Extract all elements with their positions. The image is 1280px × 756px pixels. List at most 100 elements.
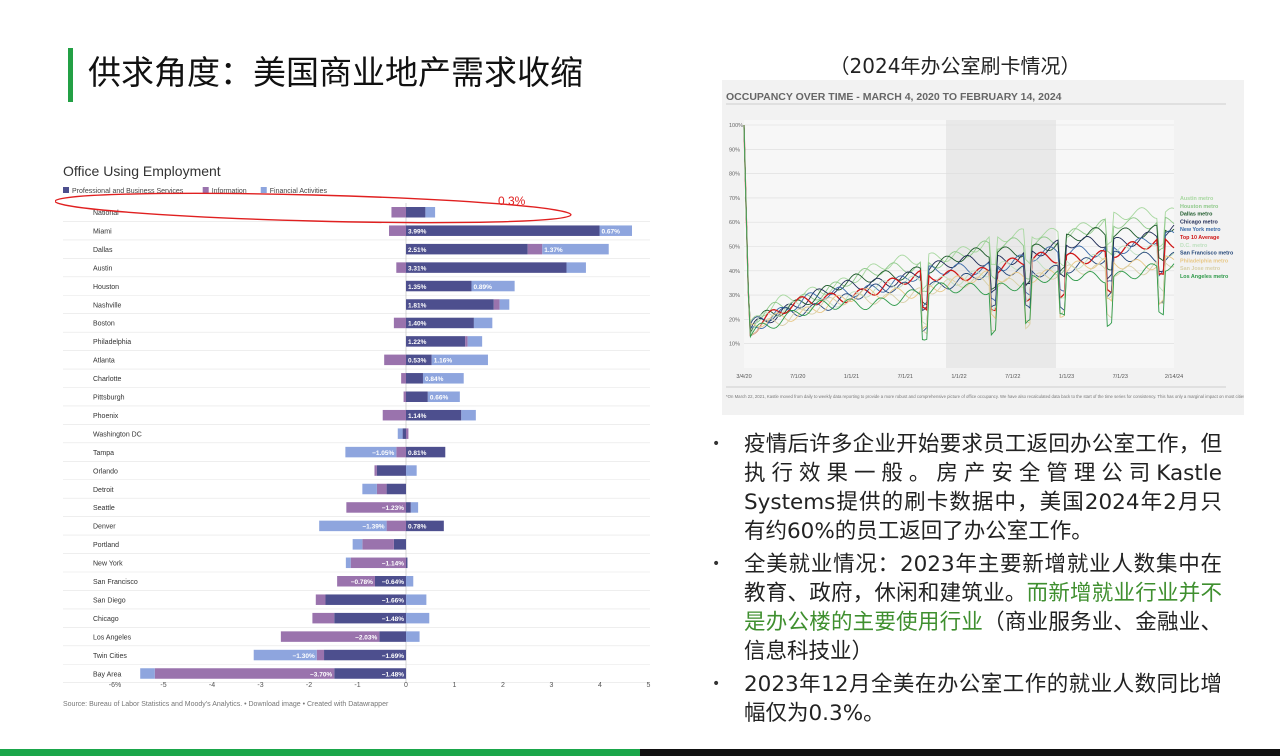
bar-value-label: 1.16% <box>434 358 453 365</box>
x-tick-label: 7/1/20 <box>790 374 805 380</box>
bar-value-label: −0.64% <box>382 579 404 586</box>
y-tick-label: 90% <box>729 147 740 153</box>
city-label: Seattle <box>93 505 115 512</box>
bar-professional <box>406 299 494 310</box>
bar-professional <box>406 557 408 569</box>
bar-information <box>396 446 406 458</box>
series-legend-label: Top 10 Average <box>1180 235 1219 241</box>
legend-swatch <box>63 187 69 193</box>
occupancy-lines <box>743 124 1175 341</box>
bar-value-label: −1.48% <box>382 671 404 678</box>
legend-swatch <box>202 187 209 193</box>
city-label: Bay Area <box>93 671 122 678</box>
y-tick-label: 50% <box>729 245 740 251</box>
bullet-dot-icon: • <box>712 436 721 452</box>
title-accent-bar <box>68 48 73 102</box>
bar-financial <box>352 539 363 550</box>
x-tick-label: 7/1/23 <box>1113 374 1128 380</box>
x-tick-label: 7/1/22 <box>1005 374 1020 380</box>
bar-financial <box>406 594 427 605</box>
bar-value-label: −1.30% <box>293 653 315 660</box>
bar-financial <box>140 668 155 679</box>
city-label: Orlando <box>93 468 118 475</box>
legend-label: Information <box>212 188 247 195</box>
city-label: Chicago <box>93 616 119 623</box>
bar-information <box>362 539 394 550</box>
bullet-employment: • 全美就业情况：2023年主要新增就业人数集中在教育、政府，休闲和建筑业。而新增… <box>712 550 1222 666</box>
bar-financial <box>599 225 633 236</box>
slide-title: 供求角度：美国商业地产需求收缩 <box>88 53 583 92</box>
office-employment-chart: Office Using Employment Professional and… <box>55 163 651 708</box>
bar-information <box>493 299 500 310</box>
bar-value-label: −1.69% <box>382 653 404 660</box>
bar-information <box>396 262 406 273</box>
city-label: Houston <box>93 284 119 291</box>
national-annotation: 0.3% <box>498 194 526 208</box>
x-tick-label: -1 <box>354 682 360 689</box>
chart-legend: Professional and Business Services Inform… <box>63 187 327 195</box>
city-label: Dallas <box>93 247 113 254</box>
y-tick-label: 100% <box>729 123 743 129</box>
bar-value-label: 1.81% <box>408 302 427 309</box>
bar-professional <box>325 594 406 605</box>
bar-professional <box>386 483 406 495</box>
city-label: Denver <box>93 524 116 531</box>
bar-value-label: −0.78% <box>351 579 373 586</box>
bar-financial <box>345 446 397 458</box>
bar-information <box>406 428 409 439</box>
x-tick-label: -4 <box>209 682 215 689</box>
bullet-list: • 疫情后许多企业开始要求员工返回办公室工作，但执行效果一般。房产安全管理公司Ka… <box>712 430 1222 732</box>
bar-information <box>401 373 406 384</box>
city-label: San Francisco <box>93 579 138 586</box>
y-tick-label: 10% <box>729 342 740 348</box>
bar-value-label: −1.05% <box>372 450 394 457</box>
footer-green-bar <box>0 749 640 756</box>
bar-information <box>527 243 543 255</box>
bar-financial <box>431 354 488 366</box>
bar-value-label: 0.84% <box>425 376 444 383</box>
x-tick-label: 3/4/20 <box>736 374 751 380</box>
bar-professional <box>406 354 432 366</box>
x-tick-label: 2 <box>501 682 505 689</box>
series-legend-label: San Francisco metro <box>1180 251 1234 257</box>
bar-professional <box>406 225 600 236</box>
city-label: Nashville <box>93 302 122 309</box>
bar-value-label: −1.48% <box>382 616 404 623</box>
x-tick-label: -6% <box>109 682 121 689</box>
bar-information <box>346 502 406 513</box>
bar-information <box>316 649 325 661</box>
bar-information <box>315 594 326 605</box>
bar-value-label: 3.99% <box>408 228 427 235</box>
bar-financial <box>406 465 417 476</box>
bar-professional <box>324 649 406 661</box>
bar-value-label: −2.03% <box>355 634 377 641</box>
series-legend-label: Austin metro <box>1180 196 1214 202</box>
city-label: Los Angeles <box>93 634 132 641</box>
bar-professional <box>406 373 423 384</box>
bar-value-label: −1.66% <box>382 597 404 604</box>
series-legend-label: D.C. metro <box>1180 243 1208 249</box>
bar-information <box>403 391 406 402</box>
bar-professional <box>376 465 406 476</box>
series-legend-label: New York metro <box>1180 227 1221 233</box>
bar-professional <box>379 631 406 642</box>
bar-professional <box>334 612 406 624</box>
x-tick-label: -5 <box>160 682 166 689</box>
x-tick-label: 4 <box>598 682 602 689</box>
bar-value-label: 1.40% <box>408 321 427 328</box>
bar-professional <box>402 428 406 439</box>
bullet-dot-icon: • <box>712 556 721 572</box>
occupancy-footnote: *On March 22, 2021, Kastle moved from da… <box>726 394 1244 399</box>
city-label: Portland <box>93 542 119 549</box>
bar-information <box>384 354 406 366</box>
bar-value-label: 1.14% <box>408 413 427 420</box>
bar-professional <box>406 207 426 218</box>
series-legend-label: San Jose metro <box>1180 266 1221 272</box>
bar-information <box>337 576 375 587</box>
bar-financial <box>345 557 351 569</box>
occupancy-caption: （2024年办公室刷卡情况） <box>829 54 1081 78</box>
bar-value-label: −1.23% <box>382 505 404 512</box>
city-label: National <box>93 210 119 217</box>
city-label: Austin <box>93 265 113 272</box>
bar-professional <box>406 280 472 292</box>
